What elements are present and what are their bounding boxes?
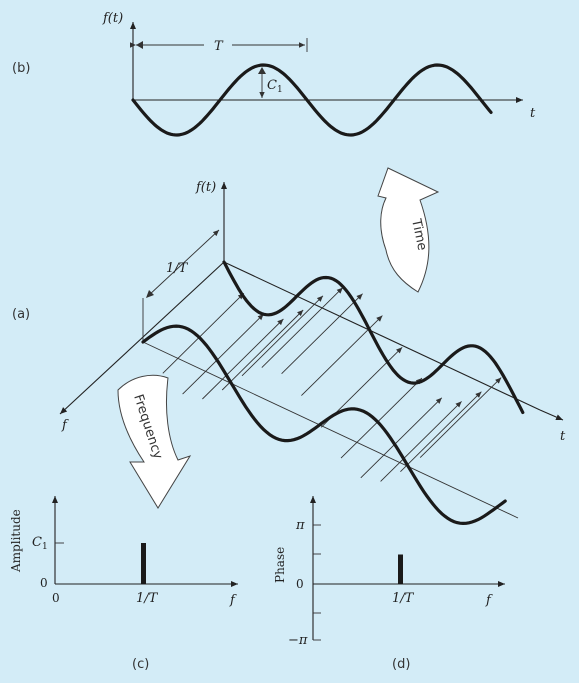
second-baseline bbox=[142, 341, 519, 519]
connector-arrow bbox=[301, 315, 383, 396]
panel-a: (a) f(t) f t 1/T Time Frequency bbox=[12, 167, 566, 526]
period-arrowhead-left bbox=[136, 41, 143, 49]
connector-arrow bbox=[162, 292, 245, 374]
freq-marker-label: 1/T bbox=[166, 261, 189, 276]
connector-arrow bbox=[340, 377, 423, 459]
connector-arrow bbox=[221, 309, 304, 391]
panel-a-time-axis-tip bbox=[539, 409, 564, 421]
panel-a-time-axis bbox=[223, 261, 541, 411]
panel-a-y-label: f(t) bbox=[195, 180, 216, 195]
amplitude-bar bbox=[141, 543, 146, 584]
connector-arrow bbox=[360, 397, 443, 479]
period-label: T bbox=[214, 39, 224, 54]
panel-a-freq-axis bbox=[59, 261, 225, 415]
panel-c-x-zero: 0 bbox=[52, 591, 60, 605]
panel-d-neg-pi-label: −π bbox=[288, 633, 308, 648]
panel-b-label: (b) bbox=[12, 61, 30, 76]
panel-c-y-zero: 0 bbox=[40, 576, 48, 590]
panel-b: (b) f(t) t T C1 bbox=[12, 11, 536, 137]
panel-c-x-label: f bbox=[229, 593, 237, 608]
panel-d-zero-label: 0 bbox=[296, 577, 304, 591]
panel-d-x-tick: 1/T bbox=[392, 591, 415, 606]
time-wave-a-front bbox=[141, 324, 507, 526]
panel-a-label: (a) bbox=[12, 307, 30, 322]
panel-c-label: (c) bbox=[132, 657, 149, 672]
panel-c-c1-label: C1 bbox=[32, 535, 48, 552]
connector-arrows bbox=[162, 287, 502, 482]
freq-spacing-arrowhead bbox=[146, 290, 154, 298]
panel-a-time-label: t bbox=[560, 429, 566, 444]
panel-d-y-label: Phase bbox=[273, 547, 287, 583]
connector-arrow bbox=[380, 401, 462, 482]
connector-arrow bbox=[202, 318, 284, 400]
amplitude-label: C1 bbox=[267, 78, 283, 95]
panel-a-freq-label: f bbox=[61, 418, 69, 433]
panel-b-y-label: f(t) bbox=[102, 11, 123, 26]
frequency-arrow: Frequency bbox=[117, 374, 192, 509]
connector-arrow bbox=[400, 391, 482, 473]
panel-c-x-tick: 1/T bbox=[136, 591, 159, 606]
time-arrow-label: Time bbox=[408, 217, 429, 252]
amplitude-arrowhead-up bbox=[258, 67, 266, 74]
time-arrow: Time bbox=[377, 167, 440, 293]
time-wave-b bbox=[131, 63, 493, 137]
panel-c: Amplitude C1 0 0 1/T f (c) bbox=[9, 496, 238, 672]
panel-d-x-label: f bbox=[485, 593, 493, 608]
connector-arrow bbox=[419, 377, 502, 458]
panel-d-pi-label: π bbox=[295, 518, 305, 533]
panel-c-y-label: Amplitude bbox=[9, 509, 23, 573]
connector-arrow bbox=[281, 293, 363, 375]
connector-arrow bbox=[241, 295, 324, 377]
panel-d-label: (d) bbox=[392, 657, 410, 672]
freq-spacing-arrow bbox=[147, 229, 220, 297]
phase-bar bbox=[398, 554, 403, 584]
connector-arrow bbox=[182, 313, 264, 395]
connector-arrow bbox=[261, 287, 344, 368]
time-wave-a-back bbox=[222, 260, 525, 415]
panel-d: Phase π 0 −π 1/T f (d) bbox=[273, 496, 505, 672]
panel-b-x-label: t bbox=[530, 106, 536, 121]
